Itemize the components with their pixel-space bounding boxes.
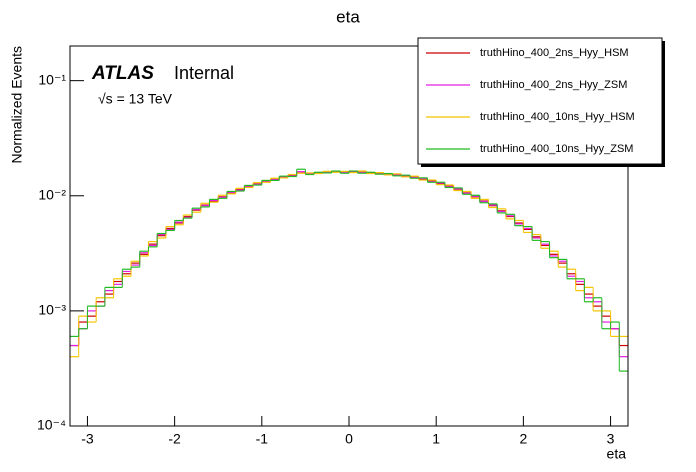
energy-label: √s = 13 TeV: [98, 91, 173, 107]
legend-label: truthHino_400_2ns_Hyy_ZSM: [480, 79, 627, 91]
chart-title: eta: [336, 7, 360, 26]
x-tick-label: 0: [345, 431, 353, 447]
x-tick-label: -3: [81, 431, 94, 447]
legend-label: truthHino_400_2ns_Hyy_HSM: [480, 47, 629, 59]
x-tick-label: 1: [432, 431, 440, 447]
x-tick-label: 2: [519, 431, 527, 447]
y-tick-label: 10⁻²: [38, 186, 66, 202]
legend-label: truthHino_400_10ns_Hyy_HSM: [480, 111, 635, 123]
x-tick-label: -2: [168, 431, 181, 447]
legend: [417, 37, 663, 165]
experiment-label: ATLAS: [91, 63, 154, 84]
status-label: Internal: [174, 63, 234, 83]
y-axis-label: Normalized Events: [9, 46, 25, 164]
x-tick-label: -1: [256, 431, 269, 447]
y-tick-label: 10⁻³: [38, 302, 66, 318]
y-tick-label: 10⁻¹: [38, 71, 66, 87]
y-tick-label: 10⁻⁴: [37, 417, 66, 433]
x-axis-label: eta: [607, 446, 627, 462]
legend-label: truthHino_400_10ns_Hyy_ZSM: [480, 143, 633, 155]
x-tick-label: 3: [607, 431, 615, 447]
